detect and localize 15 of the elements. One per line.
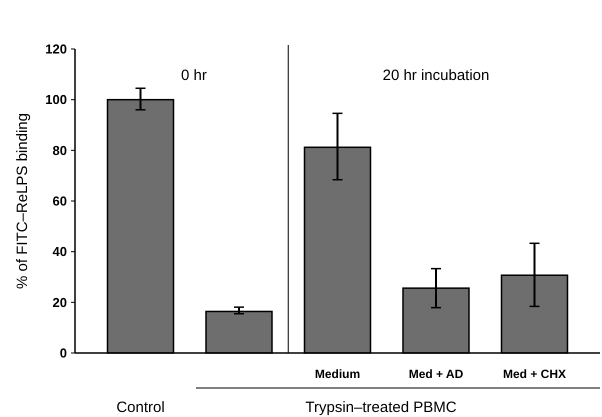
x-tick-label: Med + AD bbox=[408, 367, 464, 381]
text: Trypsin–treated PBMC bbox=[305, 399, 457, 416]
x-tick-label: Med + CHX bbox=[502, 367, 566, 381]
y-tick-label: 80 bbox=[52, 142, 67, 158]
y-tick-label: 100 bbox=[45, 92, 67, 108]
x-tick-label: Medium bbox=[314, 367, 360, 381]
annotation: 20 hr incubation bbox=[382, 67, 490, 84]
text: Control bbox=[116, 399, 165, 416]
y-tick-label: 40 bbox=[52, 244, 67, 260]
y-tick-label: 0 bbox=[60, 346, 67, 361]
y-tick-label: 60 bbox=[52, 194, 67, 209]
annotation: 0 hr bbox=[181, 67, 207, 84]
y-tick-label: 120 bbox=[45, 42, 67, 57]
y-tick-label: 20 bbox=[52, 294, 67, 310]
y-axis-title: % of FITC–ReLPS binding bbox=[14, 113, 31, 289]
